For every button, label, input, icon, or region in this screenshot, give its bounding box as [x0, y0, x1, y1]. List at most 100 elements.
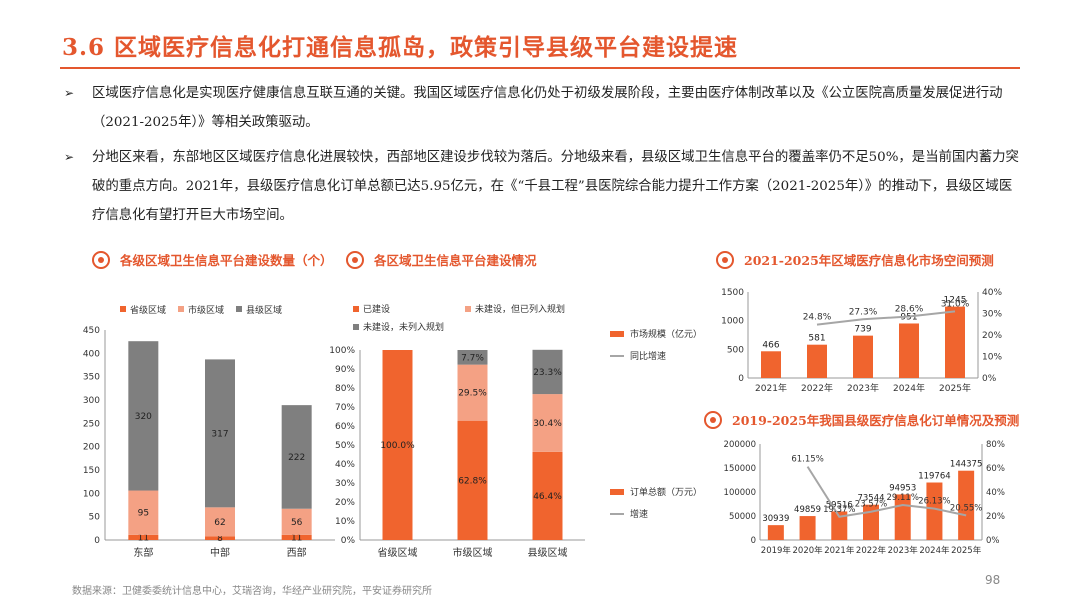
bar-segment [281, 405, 312, 509]
bar [853, 335, 873, 378]
y-tick-label: 90% [335, 365, 355, 375]
x-tick-label: 县级区域 [528, 546, 568, 559]
data-label: 95 [138, 509, 149, 519]
y-tick-label: 350 [83, 373, 100, 383]
y-tick-label: 500 [727, 345, 744, 355]
y-tick-label: 20% [335, 498, 355, 508]
y-tick-label: 0 [751, 536, 756, 546]
data-label: 7.7% [461, 353, 484, 363]
y-tick-label: 1000 [721, 317, 744, 327]
data-label: 94953 [889, 483, 916, 493]
target-icon [346, 250, 364, 269]
legend-label: 未建设，但已列入规划 [475, 303, 565, 315]
line-data-label: 28.6% [895, 305, 924, 315]
y-tick-label: 1500 [721, 288, 744, 298]
line-data-label: 29.11% [887, 493, 919, 503]
data-label: 23.3% [533, 368, 562, 378]
bar-segment [382, 350, 413, 540]
x-tick-label: 2020年 [793, 545, 824, 556]
bar-segment [457, 350, 488, 365]
x-tick-label: 中部 [210, 546, 230, 559]
data-label: 73544 [857, 494, 884, 504]
data-label: 62 [214, 518, 225, 528]
chart-title-platform-count: 各级区域卫生信息平台建设数量（个） [92, 250, 333, 269]
bar-segment [128, 490, 159, 535]
bullet-item: ➢ 分地区来看，东部地区区域医疗信息化进展较快，西部地区建设步伐较为落后。分地级… [62, 143, 1020, 230]
x-tick-label: 省级区域 [378, 546, 418, 559]
x-tick-label: 2024年 [919, 545, 950, 556]
target-icon [716, 250, 734, 269]
legend-label: 订单总额（万元） [630, 486, 702, 498]
y2-tick-label: 0% [982, 374, 997, 384]
x-tick-label: 2021年 [755, 382, 787, 394]
legend-swatch [610, 489, 624, 495]
x-tick-label: 2025年 [939, 382, 971, 394]
x-tick-label: 2022年 [856, 545, 887, 556]
chart-market-space: 市场规模（亿元） 同比增速 0 500 1000 1500 0% 10% 20% 30% 40% 46… [610, 288, 1002, 394]
y-tick-label: 80% [335, 384, 355, 394]
y-tick-label: 150 [83, 466, 100, 476]
bullet-text: 区域医疗信息化是实现医疗健康信息互联互通的关键。我国区域医疗信息化仍处于初级发展… [92, 86, 1003, 130]
data-label: 62.8% [458, 476, 487, 486]
y2-tick-label: 40% [982, 288, 1002, 298]
bar-segment [281, 508, 312, 535]
bullet-item: ➢ 区域医疗信息化是实现医疗健康信息互联互通的关键。我国区域医疗信息化仍处于初级… [62, 79, 1020, 137]
bar-segment [281, 534, 312, 540]
chart-title-text: 2021-2025年区域医疗信息化市场空间预测 [744, 253, 994, 268]
y2-tick-label: 10% [982, 353, 1002, 363]
bar [799, 516, 816, 540]
bar [945, 306, 965, 378]
legend-label: 增速 [630, 508, 648, 520]
y-tick-label: 250 [83, 419, 100, 429]
legend-label: 省级区域 [130, 304, 166, 316]
data-label: 29.5% [458, 389, 487, 399]
page-title: 3.6 区域医疗信息化打通信息孤岛，政策引导县级平台建设提速 [62, 34, 739, 61]
data-label: 56 [291, 518, 303, 528]
line-data-label: 61.15% [791, 455, 823, 465]
x-tick-label: 2025年 [951, 545, 982, 556]
y2-tick-label: 20% [982, 331, 1002, 341]
bullet-arrow-icon: ➢ [64, 86, 75, 100]
y-tick-label: 450 [83, 326, 100, 336]
bar [761, 351, 781, 378]
y-tick-label: 150000 [724, 464, 756, 474]
y2-tick-label: 60% [986, 464, 1005, 474]
data-label: 59516 [826, 500, 853, 510]
y-tick-label: 60% [335, 422, 355, 432]
x-tick-label: 2022年 [801, 382, 833, 394]
data-label: 320 [135, 412, 152, 422]
y-tick-label: 0 [94, 536, 100, 546]
y2-tick-label: 30% [982, 310, 1002, 320]
bar [767, 525, 784, 540]
data-label: 11 [138, 533, 149, 543]
bar [899, 323, 919, 378]
bar-segment [205, 536, 235, 540]
title-divider [60, 67, 1020, 69]
y-tick-label: 0% [341, 536, 356, 546]
x-tick-label: 2024年 [893, 382, 925, 394]
data-label: 222 [288, 453, 305, 463]
line-data-label: 20.55% [950, 503, 982, 513]
data-label: 1245 [944, 296, 967, 306]
page-number: 98 [985, 573, 1001, 587]
y-tick-label: 200000 [724, 440, 756, 450]
data-label: 8 [217, 534, 223, 544]
bar [831, 511, 848, 540]
chart-county-orders: 订单总额（万元） 增速 0 50000 100000 150000 200000 0% 20% 4… [610, 440, 1005, 556]
y-tick-label: 400 [83, 349, 100, 359]
y-tick-label: 300 [83, 396, 100, 406]
y-tick-label: 30% [335, 479, 355, 489]
x-tick-label: 西部 [287, 546, 307, 559]
bullet-list: ➢ 区域医疗信息化是实现医疗健康信息互联互通的关键。我国区域医疗信息化仍处于初级… [62, 79, 1020, 236]
x-tick-label: 2021年 [824, 545, 855, 556]
line-data-label: 31.0% [941, 299, 970, 309]
y-tick-label: 200 [83, 443, 100, 453]
bar-segment [532, 394, 563, 452]
line-data-label: 19.37% [823, 505, 855, 515]
chart-title-text: 各级区域卫生信息平台建设数量（个） [120, 253, 333, 268]
legend-label: 同比增速 [630, 350, 666, 362]
data-label: 30939 [762, 514, 789, 524]
legend-swatch [465, 306, 471, 312]
bar-segment [128, 534, 159, 540]
y2-tick-label: 20% [986, 512, 1005, 522]
